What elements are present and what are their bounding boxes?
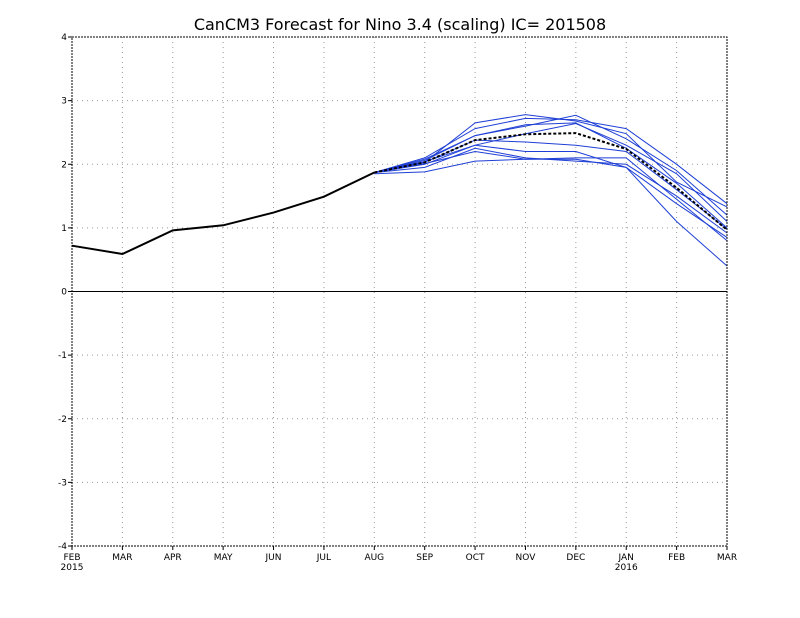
y-tick-label: -1 (58, 351, 67, 361)
y-tick-label: 2 (61, 160, 67, 170)
x-tick-label: OCT (466, 553, 485, 563)
y-tick-label: 1 (61, 224, 67, 234)
y-tick-label: -2 (58, 415, 67, 425)
x-tick-label: NOV (516, 553, 537, 563)
chart-title: CanCM3 Forecast for Nino 3.4 (scaling) I… (194, 15, 606, 34)
x-tick-label: DEC (566, 553, 585, 563)
ensemble-member-line-5 (374, 139, 728, 230)
y-tick-label: -3 (58, 478, 67, 488)
observed-line (71, 171, 375, 256)
x-tick-label: JUN (265, 553, 282, 563)
ensemble-mean-group (374, 132, 728, 231)
x-tick-label: FEB (668, 553, 685, 563)
ensemble-member-line-10 (374, 122, 728, 229)
observed-group (71, 171, 375, 256)
ensemble-members (374, 114, 728, 267)
x-tick-label: APR (164, 553, 182, 563)
ensemble-member-line-3 (374, 114, 728, 216)
x-tick-year-label: 2015 (61, 563, 84, 573)
y-tick-label: 0 (61, 288, 67, 298)
ensemble-member-line-2 (374, 117, 728, 205)
y-tick-label: 4 (61, 33, 67, 43)
x-tick-label: JAN (618, 553, 634, 563)
x-tick-label: JUL (316, 553, 331, 563)
x-tick-label: MAR (112, 553, 132, 563)
y-axis-ticks: -4 -3 -2 -1 0 1 2 3 4 (58, 33, 72, 552)
y-tick-label: 3 (61, 97, 67, 107)
y-tick-label: -4 (58, 542, 67, 552)
x-tick-year-label: 2016 (615, 563, 638, 573)
ensemble-member-line-7 (374, 158, 728, 238)
ensemble-member-line-4 (374, 122, 728, 222)
ensemble-member-line-8 (374, 150, 728, 241)
x-tick-label: MAY (214, 553, 233, 563)
x-tick-label: AUG (364, 553, 384, 563)
ensemble-mean-line (374, 132, 728, 231)
x-tick-label: MAR (717, 553, 737, 563)
x-tick-label: FEB (63, 553, 80, 563)
x-tick-label: SEP (416, 553, 433, 563)
